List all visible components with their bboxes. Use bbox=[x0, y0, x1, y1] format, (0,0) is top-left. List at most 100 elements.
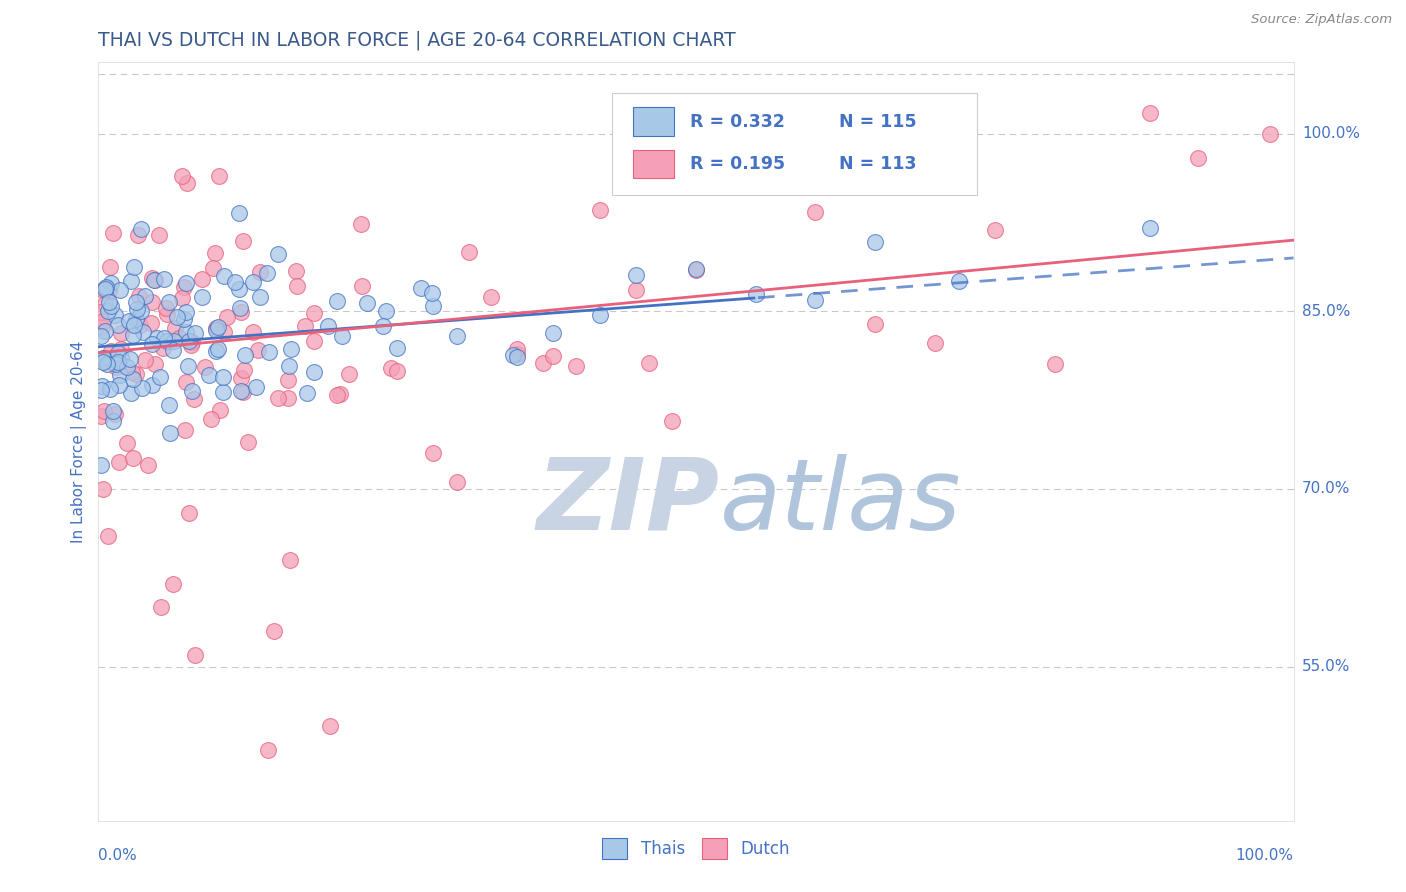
Text: atlas: atlas bbox=[720, 454, 962, 550]
Text: 100.0%: 100.0% bbox=[1236, 848, 1294, 863]
Point bbox=[277, 373, 299, 387]
Point bbox=[107, 355, 129, 369]
Point bbox=[93, 314, 115, 328]
Point bbox=[90, 379, 112, 393]
Point bbox=[948, 274, 970, 288]
Point bbox=[93, 351, 115, 365]
Point bbox=[422, 299, 444, 313]
Text: Source: ZipAtlas.com: Source: ZipAtlas.com bbox=[1251, 13, 1392, 27]
Point bbox=[90, 329, 112, 343]
Point bbox=[350, 217, 373, 231]
Point bbox=[165, 321, 187, 335]
Point bbox=[96, 357, 118, 371]
Point bbox=[131, 381, 153, 395]
Point bbox=[285, 264, 308, 278]
Point bbox=[177, 359, 200, 373]
Point bbox=[506, 351, 529, 365]
Point bbox=[589, 203, 612, 218]
Point bbox=[422, 285, 444, 300]
Point bbox=[152, 272, 174, 286]
Point bbox=[200, 412, 222, 426]
Point bbox=[118, 351, 141, 366]
Point bbox=[129, 222, 152, 236]
Point bbox=[565, 359, 588, 373]
Point bbox=[242, 275, 264, 289]
Point bbox=[984, 223, 1007, 237]
Point bbox=[174, 305, 197, 319]
Point bbox=[142, 273, 165, 287]
Point bbox=[107, 318, 129, 332]
Point bbox=[294, 318, 316, 333]
Text: 0.0%: 0.0% bbox=[98, 848, 138, 863]
Point bbox=[1187, 151, 1209, 165]
Point bbox=[145, 331, 167, 345]
Point bbox=[541, 349, 564, 363]
Point bbox=[685, 262, 707, 277]
Point bbox=[101, 414, 124, 428]
Point bbox=[101, 227, 124, 241]
Point bbox=[304, 306, 326, 320]
Point bbox=[108, 284, 131, 298]
Point bbox=[120, 274, 142, 288]
Point bbox=[174, 376, 197, 390]
Point bbox=[329, 386, 352, 401]
Point bbox=[257, 742, 280, 756]
Y-axis label: In Labor Force | Age 20-64: In Labor Force | Age 20-64 bbox=[72, 341, 87, 542]
Point bbox=[228, 282, 250, 296]
Point bbox=[638, 356, 661, 370]
Point bbox=[661, 414, 683, 428]
Point bbox=[194, 359, 217, 374]
Point bbox=[201, 261, 224, 276]
Point bbox=[318, 719, 340, 733]
Point bbox=[129, 303, 152, 318]
Point bbox=[204, 323, 226, 337]
Point bbox=[263, 624, 285, 639]
Point bbox=[115, 359, 138, 374]
Point bbox=[91, 283, 114, 297]
FancyBboxPatch shape bbox=[613, 93, 977, 195]
Text: N = 113: N = 113 bbox=[839, 155, 917, 173]
Point bbox=[375, 304, 398, 318]
Point bbox=[457, 244, 479, 259]
Point bbox=[157, 295, 180, 310]
Point bbox=[166, 310, 188, 324]
Point bbox=[257, 344, 280, 359]
Point bbox=[745, 139, 768, 153]
Point bbox=[267, 247, 290, 261]
Point bbox=[121, 450, 143, 465]
Point bbox=[242, 326, 264, 340]
Point bbox=[101, 403, 124, 417]
Point bbox=[280, 342, 302, 356]
Point bbox=[326, 293, 349, 308]
Point bbox=[134, 352, 156, 367]
Point bbox=[1139, 105, 1161, 120]
Point bbox=[177, 506, 200, 520]
Point bbox=[143, 357, 166, 371]
Text: R = 0.332: R = 0.332 bbox=[690, 112, 785, 130]
Point bbox=[122, 318, 145, 332]
Point bbox=[229, 305, 252, 319]
Point bbox=[267, 391, 290, 405]
Point bbox=[157, 398, 180, 412]
Point bbox=[190, 272, 212, 286]
Point bbox=[117, 436, 139, 450]
Point bbox=[502, 348, 524, 362]
Point bbox=[247, 343, 270, 357]
Point bbox=[141, 337, 163, 351]
Point bbox=[302, 334, 325, 349]
Point bbox=[205, 320, 228, 334]
Point bbox=[108, 378, 131, 392]
Text: 70.0%: 70.0% bbox=[1302, 482, 1350, 497]
Point bbox=[180, 338, 202, 352]
Point bbox=[105, 359, 128, 374]
Point bbox=[156, 307, 179, 321]
Point bbox=[90, 383, 112, 397]
Point bbox=[152, 341, 174, 355]
Point bbox=[118, 314, 141, 328]
Point bbox=[125, 312, 148, 326]
Point bbox=[506, 343, 529, 357]
Point bbox=[238, 434, 260, 449]
Point bbox=[183, 392, 205, 406]
Point bbox=[91, 482, 114, 496]
Point bbox=[150, 600, 173, 615]
